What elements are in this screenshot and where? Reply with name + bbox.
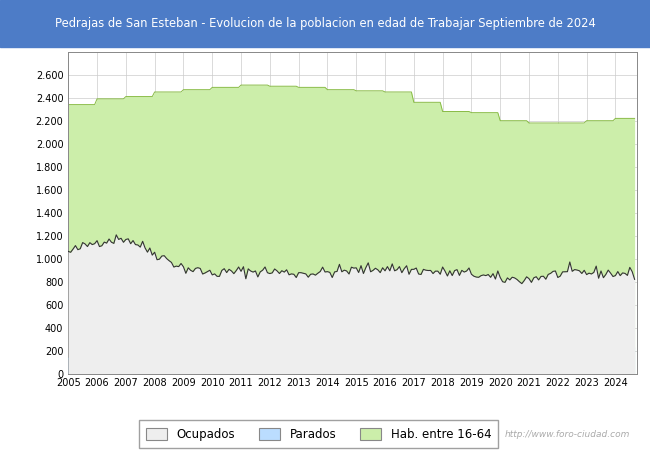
Text: Pedrajas de San Esteban - Evolucion de la poblacion en edad de Trabajar Septiemb: Pedrajas de San Esteban - Evolucion de l… bbox=[55, 17, 595, 30]
Legend: Ocupados, Parados, Hab. entre 16-64: Ocupados, Parados, Hab. entre 16-64 bbox=[138, 420, 499, 448]
Text: http://www.foro-ciudad.com: http://www.foro-ciudad.com bbox=[505, 430, 630, 439]
